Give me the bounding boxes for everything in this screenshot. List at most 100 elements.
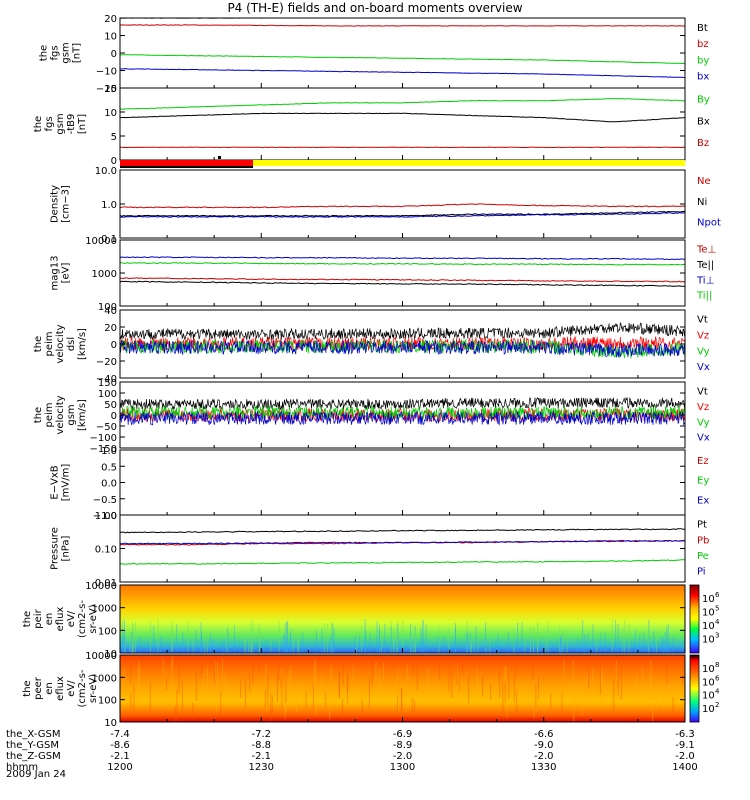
y-axis-label: Density	[50, 185, 61, 223]
y-axis-label: -tB9	[66, 114, 77, 135]
colorbar-tick-exponent: 5	[715, 605, 719, 613]
series-line-Vx	[119, 410, 686, 426]
series-line-by	[119, 54, 686, 65]
legend-entry: Vx	[697, 433, 710, 444]
colorbar-tick-label: 10	[702, 691, 715, 702]
y-tick-label: 1000	[92, 269, 117, 280]
series-line-Pt	[119, 528, 685, 534]
time-axis-value: -8.6	[110, 740, 130, 751]
y-tick-label: 10000	[85, 651, 117, 662]
time-axis-value: -2.0	[534, 751, 554, 762]
panel-4: 10000 1000 100 mag13 [eV] Te⊥ Te|| Ti⊥ Ti||	[50, 236, 717, 313]
series-line-Ne	[119, 203, 686, 209]
legend-entry: Vt	[697, 315, 708, 326]
legend-entry: Ex	[697, 495, 709, 506]
y-axis-label: gsm	[61, 42, 72, 63]
panel-frame	[119, 17, 686, 89]
chart-title: P4 (TH-E) fields and on-board moments ov…	[227, 1, 523, 15]
y-axis-label: peim	[44, 331, 55, 356]
y-tick-label: 10000	[85, 236, 117, 247]
colorbar	[689, 654, 700, 723]
time-axis-row-label: the_X-GSM	[6, 729, 60, 740]
time-axis-value: 1230	[249, 762, 274, 773]
legend-entry: Pe	[697, 551, 709, 562]
y-tick-label: 50	[104, 400, 117, 411]
legend-entry: Vz	[697, 331, 709, 342]
y-axis-label: eflux	[55, 607, 66, 632]
y-axis-label: [nPa]	[61, 535, 72, 561]
y-tick-label: 10	[104, 649, 117, 660]
y-axis-label: gsm	[66, 404, 77, 425]
series-line-By	[119, 98, 686, 110]
y-axis-label: (cm2-s-	[77, 600, 88, 638]
legend-entry: Bt	[697, 23, 708, 34]
time-axis-value: -8.9	[393, 740, 413, 751]
time-axis-value: -7.2	[251, 729, 271, 740]
spectrogram-fill	[120, 655, 685, 722]
time-axis-value: -9.1	[675, 740, 695, 751]
y-axis-label: dsl	[66, 337, 77, 351]
panel-8: 1.00 0.10 0.01 Pressure [nPa] Pt Pb Pe Pi	[50, 511, 710, 589]
spectrogram-fill	[120, 585, 685, 653]
y-axis-label: fgs	[44, 116, 55, 131]
time-axis-value: -6.9	[393, 729, 413, 740]
y-axis-label: en	[44, 613, 55, 626]
y-axis-label: the	[22, 680, 33, 696]
time-axis-value: -7.4	[110, 729, 130, 740]
panel-frame	[119, 239, 686, 307]
legend-entry: Pt	[697, 520, 707, 531]
colorbar-tick-label: 10	[702, 677, 715, 688]
y-tick-label: 0.0	[101, 479, 117, 490]
y-tick-label: 1.00	[95, 511, 117, 522]
series-line-Te	[119, 280, 686, 287]
y-tick-label: −50	[96, 422, 117, 433]
legend-entry: Vz	[697, 402, 709, 413]
time-axis-value: -8.8	[251, 740, 271, 751]
time-axis-value: -2.1	[251, 751, 271, 762]
y-axis-label: fgs	[50, 45, 61, 60]
legend-entry: Ti⊥	[696, 275, 714, 286]
legend-entry: by	[697, 55, 709, 66]
y-tick-label: 150	[98, 378, 117, 389]
y-tick-label: 1.0	[101, 200, 117, 211]
legend-entry: Bz	[697, 138, 709, 149]
time-axis-value: -9.0	[534, 740, 554, 751]
y-tick-label: 5	[111, 132, 117, 143]
y-tick-label: 0	[111, 340, 117, 351]
y-axis-label: [eV]	[61, 263, 72, 284]
time-axis-value: 1200	[107, 762, 132, 773]
y-axis-label: the	[22, 611, 33, 627]
time-axis-value: 1300	[390, 762, 415, 773]
y-axis-label: [km/s]	[77, 328, 88, 360]
y-tick-label: 10	[104, 108, 117, 119]
colorbar-tick-exponent: 2	[715, 701, 719, 709]
legend-entry: Ez	[697, 456, 709, 467]
colorbar-tick-label: 10	[702, 704, 715, 715]
colorbar-tick-label: 10	[702, 635, 715, 646]
panel-3: 10.0 1.0 0.1 Density [cm−3] Ne Ni Npot	[50, 166, 721, 245]
y-tick-label: −0.5	[93, 495, 117, 506]
y-tick-label: 0	[111, 411, 117, 422]
time-axis-value: 1400	[672, 762, 697, 773]
y-tick-label: −20	[96, 84, 117, 95]
legend-entry: Vy	[697, 346, 710, 357]
legend-entry: Ne	[697, 176, 711, 187]
y-tick-label: 1000	[92, 604, 117, 615]
y-axis-label: (cm2-s-	[77, 669, 88, 707]
y-axis-label: the	[33, 336, 44, 352]
colorbar-tick-label: 10	[702, 621, 715, 632]
y-tick-label: −40	[96, 374, 117, 385]
y-axis-label: [mV/m]	[61, 464, 72, 502]
colorbar-tick-exponent: 3	[715, 632, 719, 640]
y-tick-label: −20	[96, 357, 117, 368]
legend-entry: Pi	[697, 566, 706, 577]
panel-frame	[119, 169, 686, 239]
colorbar-tick-label: 10	[702, 594, 715, 605]
series-line-Ti	[120, 262, 686, 266]
y-tick-label: 100	[98, 302, 117, 313]
y-axis-label: eV/	[66, 680, 77, 697]
y-tick-label: 20	[104, 323, 117, 334]
